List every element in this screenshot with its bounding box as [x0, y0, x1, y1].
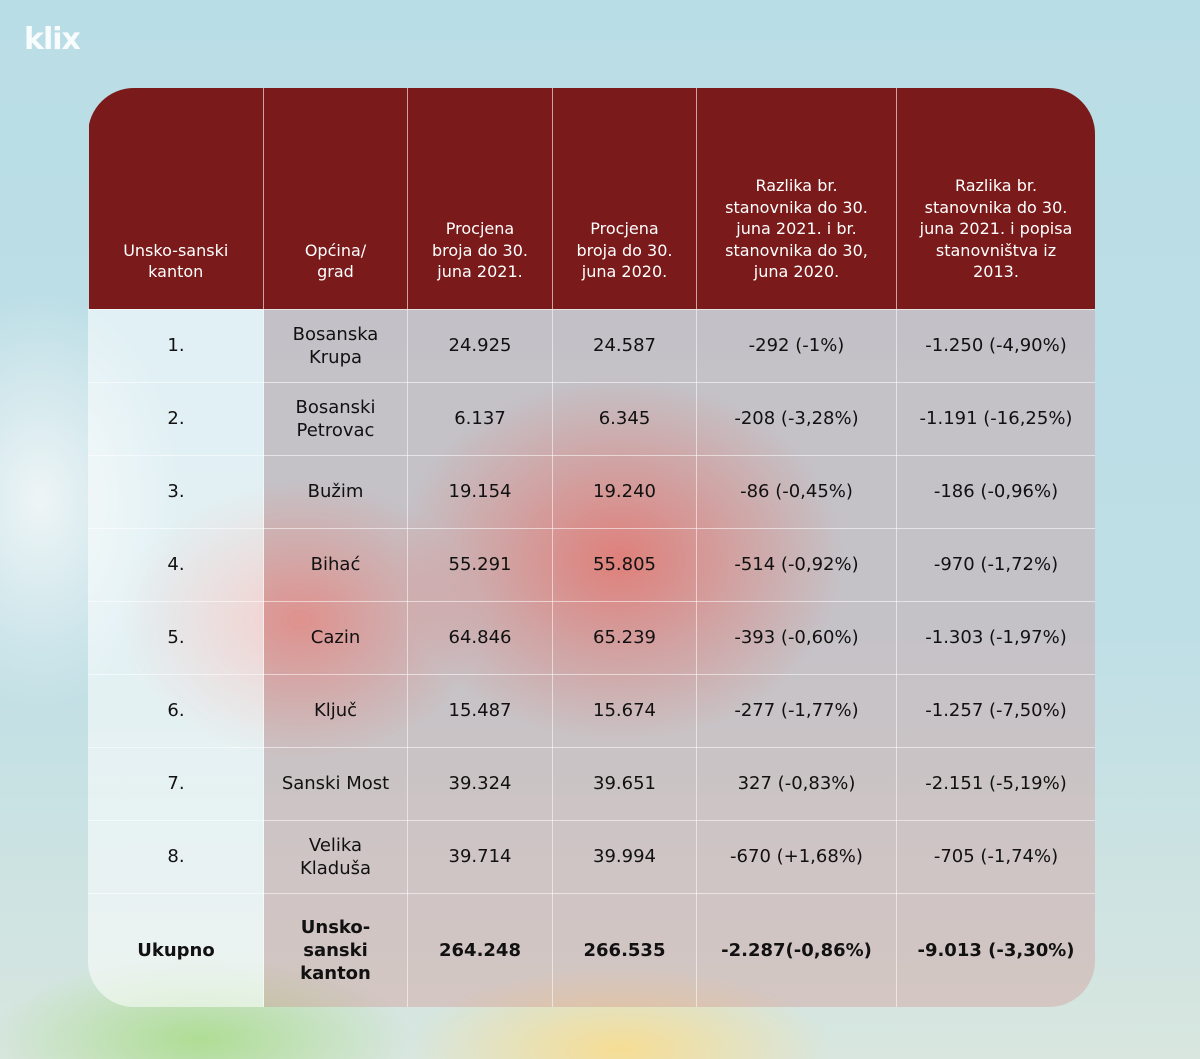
table-cell: 7. — [88, 746, 264, 821]
total-cell: -2.287(-0,86%) — [696, 892, 897, 1007]
total-cell: Ukupno — [88, 892, 264, 1007]
table-cell: -1.191 (-16,25%) — [896, 381, 1095, 456]
table-cell: -208 (-3,28%) — [696, 381, 897, 456]
table-cell: Bužim — [263, 454, 408, 529]
table-row: 1. Bosanska Krupa 24.925 24.587 -292 (-1%) -1… — [88, 308, 1095, 383]
total-cell: -9.013 (-3,30%) — [896, 892, 1095, 1007]
table-cell: 39.324 — [407, 746, 553, 821]
header-cell: Razlika br. stanovnika do 30. juna 2021.… — [696, 88, 897, 309]
table-cell: 2. — [88, 381, 264, 456]
table-cell: 24.587 — [552, 308, 697, 383]
table-cell: -1.257 (-7,50%) — [896, 673, 1095, 748]
table-cell: 6. — [88, 673, 264, 748]
table-row: 6. Ključ 15.487 15.674 -277 (-1,77%) -1.257 (… — [88, 673, 1095, 748]
table-cell: Bosanska Krupa — [263, 308, 408, 383]
header-cell: Općina/ grad — [263, 88, 408, 309]
table-cell: 19.154 — [407, 454, 553, 529]
header-cell: Razlika br. stanovnika do 30. juna 2021.… — [896, 88, 1095, 309]
table-cell: Ključ — [263, 673, 408, 748]
table-row: 7. Sanski Most 39.324 39.651 327 (-0,83%) -2.… — [88, 746, 1095, 821]
table-cell: 39.714 — [407, 819, 553, 894]
table-cell: 39.994 — [552, 819, 697, 894]
table-cell: -970 (-1,72%) — [896, 527, 1095, 602]
total-cell: 266.535 — [552, 892, 697, 1007]
table-cell: 65.239 — [552, 600, 697, 675]
table-cell: 5. — [88, 600, 264, 675]
table-cell: 19.240 — [552, 454, 697, 529]
table-cell: -393 (-0,60%) — [696, 600, 897, 675]
table-cell: Sanski Most — [263, 746, 408, 821]
table-row: 8. Velika Kladuša 39.714 39.994 -670 (+1,68%… — [88, 819, 1095, 894]
table-cell: 6.137 — [407, 381, 553, 456]
table-cell: 6.345 — [552, 381, 697, 456]
table-cell: 15.487 — [407, 673, 553, 748]
table-cell: Cazin — [263, 600, 408, 675]
table-cell: -186 (-0,96%) — [896, 454, 1095, 529]
header-row: Unsko-sanski kanton Općina/ grad Procjena … — [88, 88, 1095, 309]
table-cell: -1.303 (-1,97%) — [896, 600, 1095, 675]
logo: klix — [24, 22, 81, 57]
table-cell: Bihać — [263, 527, 408, 602]
table-cell: 1. — [88, 308, 264, 383]
table-row: 2. Bosanski Petrovac 6.137 6.345 -208 (-3,28… — [88, 381, 1095, 456]
table-cell: 64.846 — [407, 600, 553, 675]
table-row: 3. Bužim 19.154 19.240 -86 (-0,45%) -186 (-0,… — [88, 454, 1095, 529]
table-cell: -292 (-1%) — [696, 308, 897, 383]
table-cell: Velika Kladuša — [263, 819, 408, 894]
table-cell: 15.674 — [552, 673, 697, 748]
header-cell: Procjena broja do 30. juna 2020. — [552, 88, 697, 309]
table-cell: -514 (-0,92%) — [696, 527, 897, 602]
table: Unsko-sanski kanton Općina/ grad Procjena … — [88, 88, 1095, 1007]
table-row: 5. Cazin 64.846 65.239 -393 (-0,60%) -1.303 (… — [88, 600, 1095, 675]
table-row: 4. Bihać 55.291 55.805 -514 (-0,92%) -970 (-1… — [88, 527, 1095, 602]
table-body: 1. Bosanska Krupa 24.925 24.587 -292 (-1%) -1… — [88, 308, 1095, 1007]
table-cell: 3. — [88, 454, 264, 529]
header-cell: Procjena broja do 30. juna 2021. — [407, 88, 553, 309]
table-cell: -1.250 (-4,90%) — [896, 308, 1095, 383]
table-cell: 55.291 — [407, 527, 553, 602]
table-cell: Bosanski Petrovac — [263, 381, 408, 456]
table-cell: 55.805 — [552, 527, 697, 602]
table-cell: 4. — [88, 527, 264, 602]
total-cell: 264.248 — [407, 892, 553, 1007]
table-cell: -705 (-1,74%) — [896, 819, 1095, 894]
table-cell: -2.151 (-5,19%) — [896, 746, 1095, 821]
total-cell: Unsko-sanski kanton — [263, 892, 408, 1007]
table-cell: -86 (-0,45%) — [696, 454, 897, 529]
table-frame: Unsko-sanski kanton Općina/ grad Procjena … — [88, 88, 1095, 1007]
table-cell: 327 (-0,83%) — [696, 746, 897, 821]
table-cell: -670 (+1,68%) — [696, 819, 897, 894]
header-cell: Unsko-sanski kanton — [88, 88, 264, 309]
table-cell: -277 (-1,77%) — [696, 673, 897, 748]
table-cell: 24.925 — [407, 308, 553, 383]
table-cell: 8. — [88, 819, 264, 894]
total-row: Ukupno Unsko-sanski kanton 264.248 266.535-… — [88, 892, 1095, 1007]
table-cell: 39.651 — [552, 746, 697, 821]
